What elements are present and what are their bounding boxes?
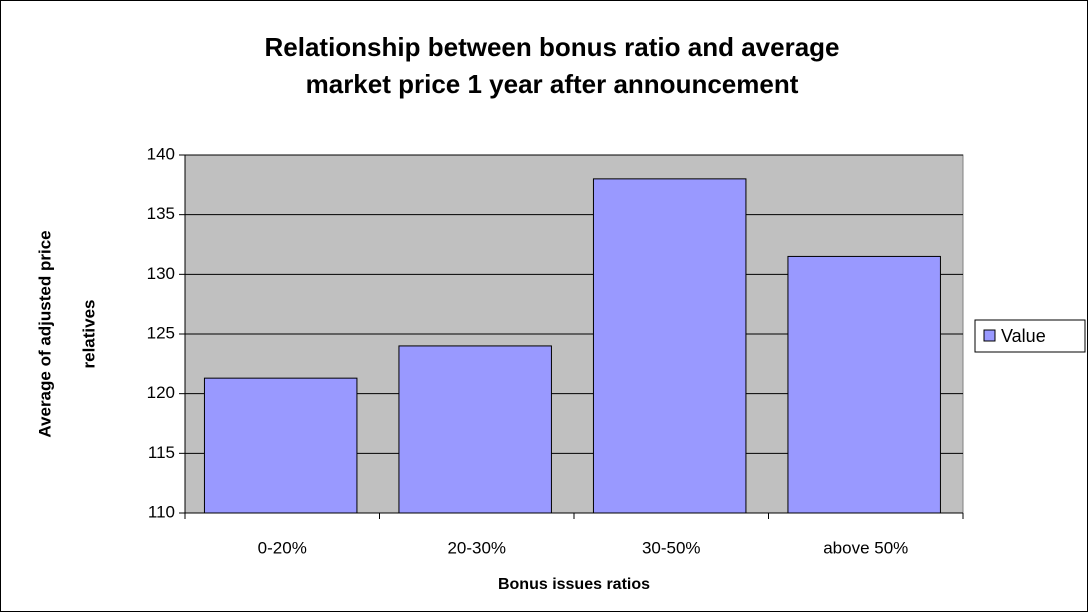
x-axis-title: Bonus issues ratios <box>498 576 650 593</box>
y-tick-label: 125 <box>147 323 175 342</box>
y-tick-label: 130 <box>147 264 175 283</box>
y-axis-title: Average of adjusted price <box>35 230 54 437</box>
y-tick-label: 115 <box>148 443 175 462</box>
x-tick-label: 30-50% <box>642 538 701 557</box>
y-tick-label: 135 <box>147 204 175 223</box>
x-tick-label: above 50% <box>823 538 908 557</box>
bar <box>787 255 941 514</box>
x-tick-label: 20-30% <box>447 538 506 557</box>
bar <box>592 178 747 514</box>
chart-title: Relationship between bonus ratio and ave… <box>264 32 839 62</box>
y-axis-title: relatives <box>79 300 98 369</box>
y-tick-label: 120 <box>147 383 175 402</box>
x-tick-label: 0-20% <box>258 538 307 557</box>
legend-label: Value <box>1001 326 1046 346</box>
chart-title: market price 1 year after announcement <box>306 69 799 99</box>
y-tick-label: 110 <box>148 502 175 521</box>
bar <box>398 345 552 514</box>
bar <box>203 377 358 514</box>
legend-swatch <box>983 329 996 342</box>
y-tick-label: 140 <box>147 144 175 163</box>
